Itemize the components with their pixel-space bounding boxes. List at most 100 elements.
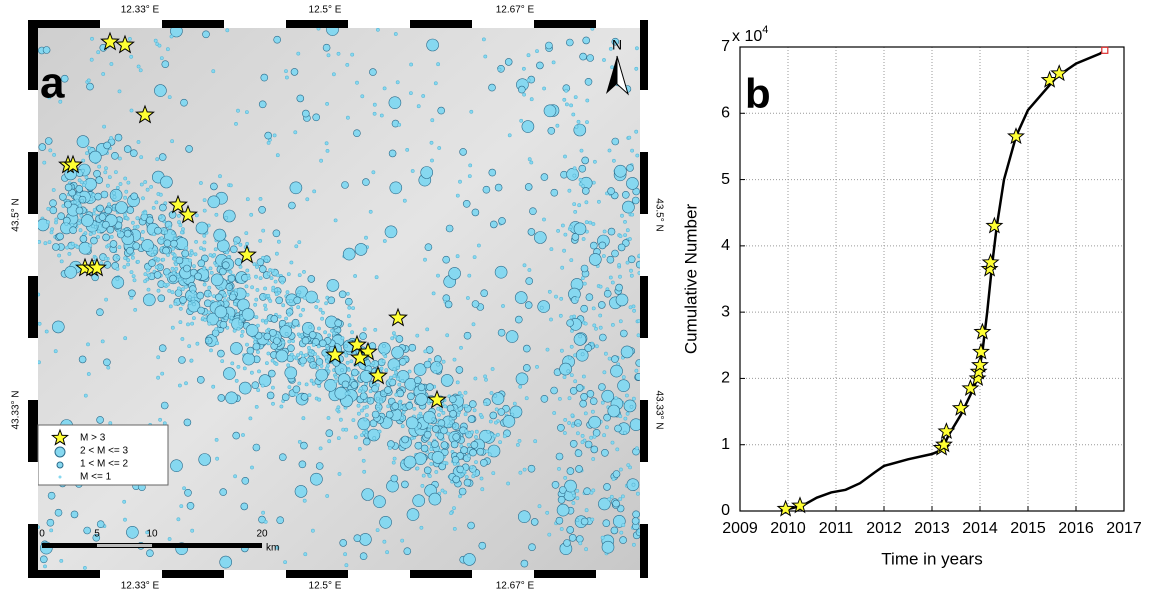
event-dot xyxy=(170,35,173,38)
event-dot xyxy=(535,365,538,368)
y-tick-label: 1 xyxy=(721,436,730,453)
event-dot xyxy=(575,450,582,457)
event-dot xyxy=(162,61,169,68)
event-dot xyxy=(246,198,249,201)
event-dot xyxy=(592,489,595,492)
event-dot xyxy=(203,209,206,212)
event-dot xyxy=(580,400,587,407)
event-dot xyxy=(198,260,205,267)
event-dot xyxy=(130,55,133,58)
event-dot xyxy=(156,158,159,161)
event-dot xyxy=(402,436,409,443)
event-dot xyxy=(255,405,258,408)
event-dot xyxy=(622,191,629,198)
event-dot xyxy=(89,233,92,236)
event-dot xyxy=(97,416,104,423)
event-dot xyxy=(528,158,531,161)
event-dot xyxy=(280,405,283,408)
event-dot xyxy=(635,47,638,50)
event-dot xyxy=(256,350,259,353)
event-dot xyxy=(489,169,496,176)
event-dot xyxy=(154,85,166,97)
event-dot xyxy=(380,400,383,403)
event-dot xyxy=(581,518,588,525)
event-dot xyxy=(437,407,440,410)
event-dot xyxy=(51,228,54,231)
event-dot xyxy=(627,165,634,172)
event-dot xyxy=(616,448,619,451)
event-dot xyxy=(52,188,55,191)
event-dot xyxy=(441,427,448,434)
event-dot xyxy=(172,232,175,235)
event-dot xyxy=(85,152,88,155)
event-dot xyxy=(123,500,126,503)
event-dot xyxy=(117,256,120,259)
event-dot xyxy=(570,104,573,107)
event-dot xyxy=(166,48,169,51)
event-dot xyxy=(522,121,534,133)
event-dot xyxy=(223,299,226,302)
event-dot xyxy=(177,214,180,217)
event-dot xyxy=(48,492,55,499)
event-dot xyxy=(557,424,564,431)
event-dot xyxy=(613,471,620,478)
event-dot xyxy=(579,335,582,338)
event-dot xyxy=(71,242,74,245)
event-dot xyxy=(424,467,431,474)
event-dot xyxy=(50,231,53,234)
event-dot xyxy=(340,369,343,372)
event-dot xyxy=(362,390,365,393)
event-dot xyxy=(450,511,453,514)
event-dot xyxy=(328,440,331,443)
event-dot xyxy=(288,386,291,389)
event-dot xyxy=(237,327,240,330)
event-dot xyxy=(424,431,431,438)
event-dot xyxy=(608,149,611,152)
event-dot xyxy=(499,217,506,224)
event-dot xyxy=(598,384,605,391)
event-dot xyxy=(65,201,72,208)
event-dot xyxy=(177,518,180,521)
event-dot xyxy=(321,317,324,320)
event-dot xyxy=(441,489,444,492)
event-dot xyxy=(483,186,490,193)
event-dot xyxy=(568,421,571,424)
event-dot xyxy=(210,271,213,274)
event-dot xyxy=(230,246,237,253)
event-dot xyxy=(288,202,295,209)
event-dot xyxy=(560,297,563,300)
event-dot xyxy=(536,62,543,69)
event-dot xyxy=(586,99,589,102)
event-dot xyxy=(123,518,126,521)
event-dot xyxy=(133,243,140,250)
event-dot xyxy=(548,290,551,293)
event-dot xyxy=(239,382,251,394)
event-dot xyxy=(391,475,398,482)
event-dot xyxy=(459,346,462,349)
event-dot xyxy=(631,213,634,216)
event-dot xyxy=(382,352,385,355)
event-dot xyxy=(443,256,450,263)
event-dot xyxy=(186,323,189,326)
event-dot xyxy=(127,181,130,184)
event-dot xyxy=(247,347,254,354)
event-dot xyxy=(310,473,322,485)
event-dot xyxy=(87,372,90,375)
event-dot xyxy=(177,287,180,290)
event-dot xyxy=(107,203,110,206)
event-dot xyxy=(207,311,210,314)
event-dot xyxy=(346,361,349,364)
event-dot xyxy=(346,292,349,295)
event-dot xyxy=(633,309,636,312)
frame-segment xyxy=(640,90,648,152)
event-dot xyxy=(53,153,56,156)
event-dot xyxy=(295,245,298,248)
event-dot xyxy=(97,521,104,528)
event-dot xyxy=(264,321,267,324)
frame-segment xyxy=(472,570,534,578)
event-dot xyxy=(554,295,557,298)
event-dot xyxy=(580,149,583,152)
event-dot xyxy=(569,534,576,541)
event-dot xyxy=(406,402,413,409)
x-tick-label: 2010 xyxy=(770,520,806,537)
